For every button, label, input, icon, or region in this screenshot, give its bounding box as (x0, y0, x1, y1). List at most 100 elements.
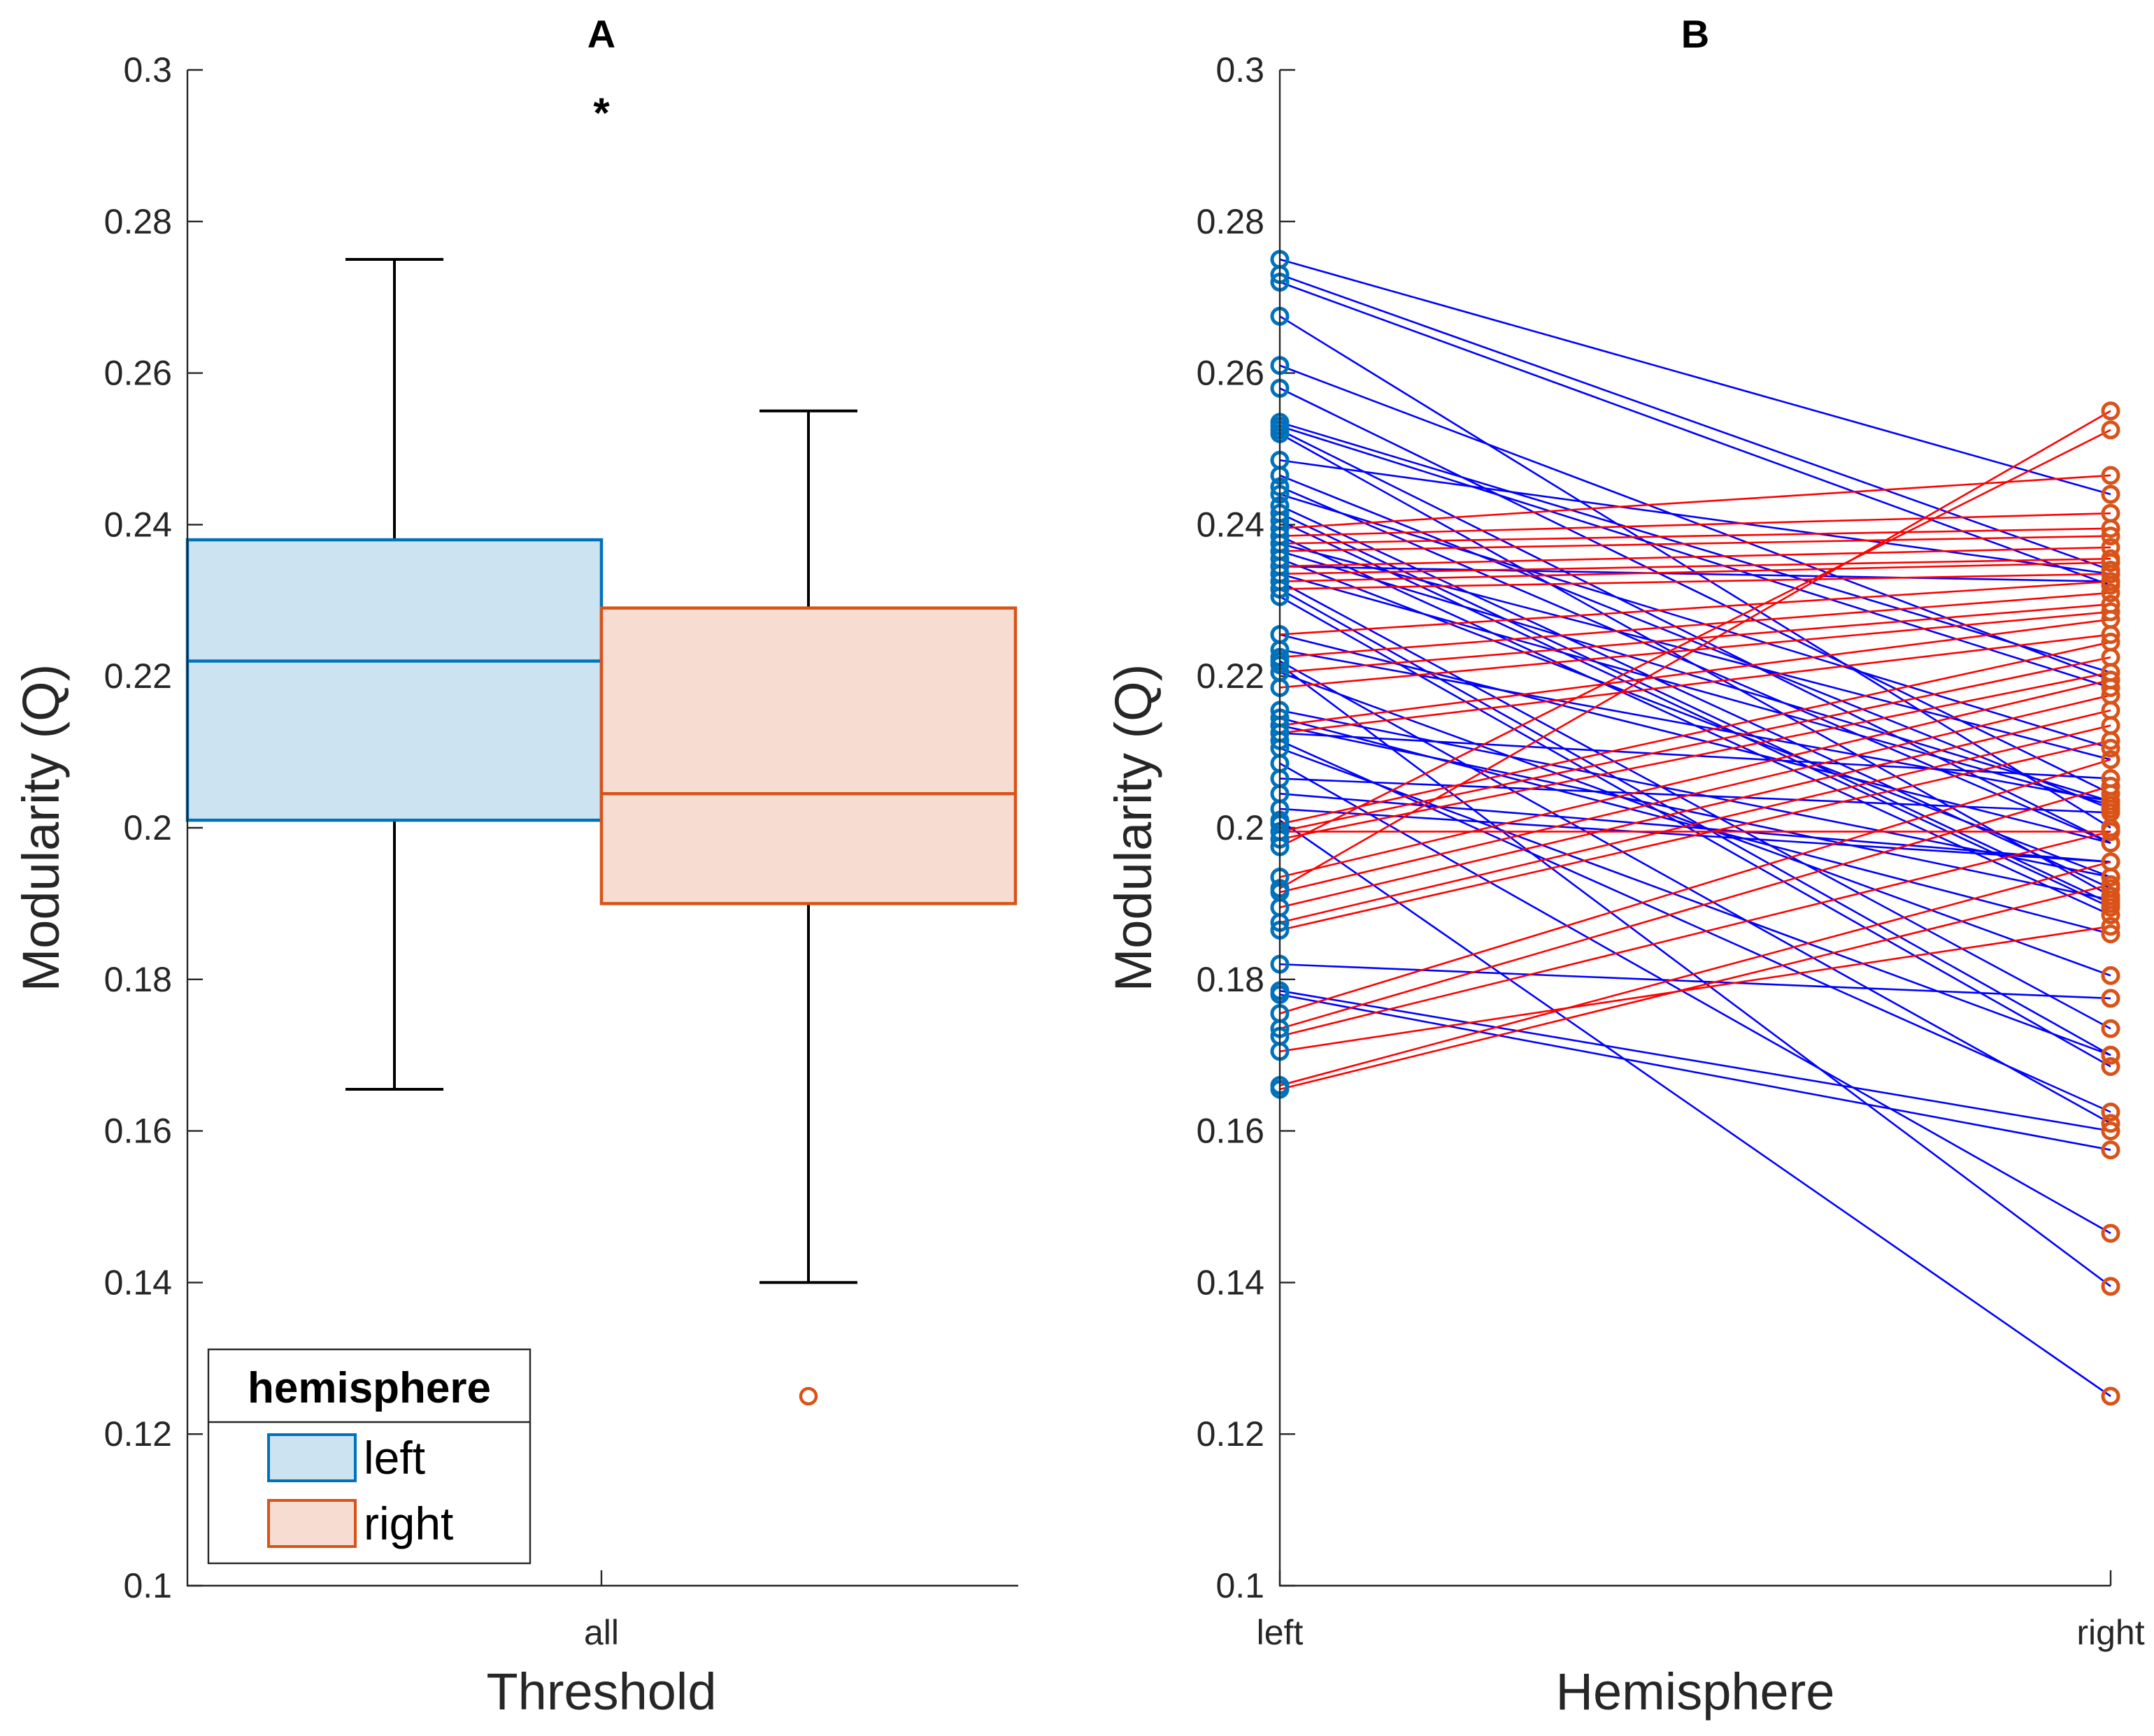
box-left-iqr (185, 538, 604, 822)
right-point (2101, 776, 2120, 796)
right-point (2101, 731, 2120, 750)
panel-b-title: B (1681, 12, 1709, 56)
pair-line-increase (1279, 557, 2111, 575)
panel-a-title: A (587, 12, 615, 56)
right-point (2101, 769, 2120, 789)
y-tick-label: 0.14 (104, 1263, 172, 1302)
right-point (2101, 1140, 2120, 1160)
pair-line-decrease (1279, 281, 2111, 587)
pair-line-decrease (1279, 421, 2111, 674)
y-tick-label: 0.24 (1197, 505, 1264, 544)
pair-line-increase (1279, 512, 2111, 537)
panel-b: B 0.1 0.12 0.14 0.16 0.18 0.2 0.22 0.24 0.26 0.28… (1104, 12, 2145, 1721)
pair-line-decrease (1279, 724, 2111, 901)
pair-line-decrease (1279, 762, 2111, 1235)
right-point (2101, 822, 2120, 841)
y-tick-label: 0.22 (1197, 657, 1264, 696)
y-tick-label: 0.18 (1197, 960, 1264, 999)
right-point (2101, 420, 2120, 440)
legend-swatch-left (267, 1433, 357, 1482)
panel-a-x-axis-title: Threshold (486, 1663, 716, 1721)
right-point (2101, 466, 2120, 485)
y-tick-label: 0.12 (1197, 1414, 1264, 1454)
right-point (2101, 924, 2120, 944)
right-point (2101, 1121, 2120, 1141)
pair-line-increase (1279, 724, 2111, 924)
pair-line-increase (1279, 474, 2111, 530)
y-tick-label: 0.2 (1215, 808, 1264, 847)
right-point (2101, 1045, 2120, 1065)
y-tick-label: 0.18 (104, 960, 172, 999)
panel-a-boxes (185, 258, 1018, 1406)
y-tick-label: 0.16 (104, 1112, 172, 1151)
pair-line-decrease (1279, 543, 2111, 761)
panel-b-y-axis-title: Modularity (Q) (1104, 664, 1162, 992)
right-point (2101, 1224, 2120, 1243)
box-right-outlier (799, 1386, 818, 1406)
right-point (2101, 401, 2120, 421)
right-point (2101, 1056, 2120, 1076)
right-point (2101, 803, 2120, 822)
panel-b-connecting-lines (1279, 258, 2111, 1398)
pair-line-decrease (1279, 580, 2111, 1030)
panel-a-y-ticks: 0.1 0.12 0.14 0.16 0.18 0.2 0.22 0.24 0.26 0.28 0.… (104, 50, 203, 1605)
right-point (2101, 1103, 2120, 1121)
pair-line-increase (1279, 633, 2111, 734)
right-point (2101, 917, 2120, 936)
pair-line-increase (1279, 618, 2111, 726)
right-point (2101, 519, 2120, 538)
pair-line-decrease (1279, 792, 2111, 863)
y-tick-label: 0.1 (1215, 1566, 1264, 1605)
pair-line-decrease (1279, 588, 2111, 1056)
right-point (2101, 738, 2120, 758)
pair-line-increase (1279, 694, 2111, 894)
pair-line-decrease (1279, 364, 2111, 681)
pair-line-increase (1279, 573, 2111, 590)
y-tick-label: 0.2 (123, 808, 172, 847)
y-tick-label: 0.28 (1197, 202, 1264, 241)
pair-line-decrease (1279, 429, 2111, 844)
pair-line-decrease (1279, 565, 2111, 582)
right-point (2101, 989, 2120, 1008)
pair-line-increase (1279, 527, 2111, 545)
y-tick-label: 0.26 (104, 354, 172, 393)
box-right-iqr (599, 606, 1018, 905)
significance-marker: * (593, 89, 610, 136)
right-point (2101, 572, 2120, 591)
right-point (2101, 526, 2120, 546)
pair-line-decrease (1279, 258, 2111, 496)
right-point (2101, 1019, 2120, 1038)
panel-b-x-tick-label-left: left (1257, 1613, 1304, 1652)
legend-label-right: right (364, 1498, 453, 1549)
pair-line-increase (1279, 535, 2111, 552)
pair-line-decrease (1279, 663, 2111, 1287)
pair-line-decrease (1279, 989, 2111, 1132)
y-tick-label: 0.28 (104, 202, 172, 241)
pair-line-decrease (1279, 387, 2111, 795)
panel-a: A 0.1 0.12 0.14 0.16 0.18 0.2 0.22 0.24 0.26 0.28… (12, 12, 1018, 1721)
pair-line-increase (1279, 641, 2111, 825)
right-point (2101, 564, 2120, 584)
right-point (2101, 602, 2120, 622)
right-point (2101, 663, 2120, 682)
pair-line-decrease (1279, 777, 2111, 814)
legend: hemisphere left right (207, 1348, 532, 1565)
right-point (2101, 875, 2120, 894)
pair-line-decrease (1279, 573, 2111, 806)
right-point (2101, 898, 2120, 917)
pair-line-decrease (1279, 474, 2111, 810)
right-point (2101, 749, 2120, 769)
right-point (2101, 1114, 2120, 1133)
right-point (2101, 625, 2120, 645)
y-tick-label: 0.14 (1197, 1263, 1264, 1302)
legend-swatch-right (267, 1499, 357, 1548)
pair-line-decrease (1279, 493, 2111, 749)
pair-line-increase (1279, 831, 2111, 1038)
legend-box (207, 1348, 532, 1565)
pair-line-decrease (1279, 963, 2111, 1000)
pair-line-decrease (1279, 486, 2111, 844)
y-tick-label: 0.3 (1215, 50, 1264, 89)
pair-line-decrease (1279, 633, 2111, 844)
